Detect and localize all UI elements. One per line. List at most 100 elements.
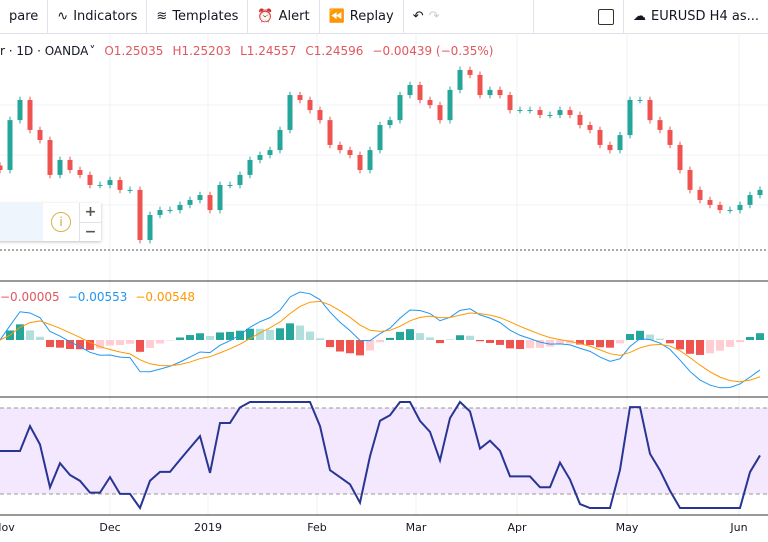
templates-button[interactable]: ≋ Templates (147, 0, 249, 34)
x-label-apr: Apr (507, 521, 527, 534)
macd-histogram-bar (36, 336, 44, 340)
square-icon (598, 8, 614, 25)
macd-histogram-bar (156, 340, 164, 344)
alarm-clock-icon: ⏰ (257, 9, 274, 24)
indicators-button[interactable]: ∿ Indicators (48, 0, 148, 34)
macd-hist-value: −0.00005 (0, 290, 60, 304)
candle-body (607, 144, 613, 151)
macd-histogram-bar (686, 340, 694, 354)
macd-histogram-bar (426, 337, 434, 340)
zoom-in-button[interactable]: + (80, 203, 101, 223)
candle-body (97, 184, 103, 186)
compare-label: pare (9, 9, 39, 24)
macd-histogram-bar (466, 335, 474, 340)
candle-body (47, 140, 53, 175)
macd-histogram-bar (626, 334, 634, 340)
candle-body (617, 135, 623, 151)
candle-body (17, 99, 23, 121)
candle-body (567, 110, 573, 115)
layout-button[interactable]: ☁ EURUSD H4 as... (624, 0, 768, 34)
chevron-down-icon[interactable]: ˅ (89, 44, 96, 58)
macd-histogram-bar (386, 337, 394, 340)
macd-histogram-bar (316, 338, 324, 340)
macd-histogram-bar (756, 333, 764, 340)
symbol-legend: r · 1D · OANDA ˅ O1.25035 H1.25203 L1.245… (0, 44, 493, 58)
cloud-check-icon: ☁ (633, 9, 646, 24)
candle-body (677, 144, 683, 170)
candle-body (517, 110, 523, 112)
macd-histogram-bar (176, 337, 184, 340)
candle-body (87, 174, 93, 185)
x-label-dec: Dec (99, 521, 121, 534)
zoom-out-button[interactable]: − (84, 223, 97, 240)
candle-body (37, 129, 43, 141)
candle-body (757, 189, 763, 196)
macd-histogram-bar (356, 340, 364, 356)
candle-body (407, 84, 413, 96)
candle-body (177, 204, 183, 211)
candle-body (277, 129, 283, 151)
macd-histogram-bar (556, 340, 564, 345)
candle-body (327, 120, 333, 145)
macd-histogram-bar (596, 340, 604, 348)
candle-body (347, 150, 353, 155)
candle-body (0, 165, 3, 170)
undo-icon[interactable]: ↶ (412, 9, 424, 24)
macd-line (0, 291, 761, 389)
macd-histogram-bar (546, 340, 554, 347)
x-label-feb: Feb (307, 521, 327, 534)
change-value: −0.00439 (−0.35%) (372, 44, 494, 58)
macd-histogram-bar (616, 340, 624, 344)
x-label-nov: Nov (0, 521, 15, 534)
candle-body (187, 199, 193, 205)
zoom-control: i + − (0, 203, 101, 241)
info-button[interactable]: i (43, 203, 79, 241)
candle-body (527, 110, 533, 112)
templates-icon: ≋ (156, 9, 168, 24)
candle-body (587, 125, 593, 130)
redo-icon[interactable]: ↷ (428, 9, 440, 24)
macd-histogram-bar (496, 340, 504, 345)
chart-canvas[interactable] (0, 34, 768, 542)
macd-histogram-bar (406, 329, 414, 340)
macd-histogram-bar (286, 323, 294, 340)
zoom-field[interactable] (0, 203, 43, 241)
candle-body (307, 99, 313, 111)
macd-histogram-bar (396, 331, 404, 340)
symbol-name[interactable]: r · 1D · OANDA (0, 44, 89, 58)
candle-body (357, 155, 363, 170)
fullscreen-button[interactable] (589, 0, 624, 34)
candle-body (467, 69, 473, 75)
candle-body (497, 89, 503, 96)
macd-histogram-bar (536, 340, 544, 348)
candle-body (397, 95, 403, 121)
indicators-icon: ∿ (57, 9, 69, 24)
macd-histogram-bar (666, 340, 674, 344)
x-label-jun: Jun (730, 521, 748, 534)
x-label-2019: 2019 (194, 521, 222, 534)
candle-body (537, 110, 543, 115)
candle-body (137, 189, 143, 241)
candle-body (657, 120, 663, 130)
undo-redo: ↶ ↷ (404, 0, 534, 34)
macd-histogram-bar (606, 340, 614, 348)
macd-histogram-bar (506, 340, 514, 349)
replay-button[interactable]: ⏪ Replay (320, 0, 404, 34)
macd-histogram-bar (716, 340, 724, 351)
candle-body (27, 99, 33, 130)
macd-legend: −0.00005 −0.00553 −0.00548 (0, 290, 195, 304)
candle-body (727, 210, 733, 212)
macd-histogram-bar (46, 340, 54, 348)
candle-body (737, 204, 743, 211)
macd-histogram-bar (416, 333, 424, 340)
macd-histogram-bar (486, 340, 494, 343)
alert-button[interactable]: ⏰ Alert (248, 0, 320, 34)
macd-histogram-bar (196, 333, 204, 340)
candle-body (297, 95, 303, 100)
macd-histogram-bar (146, 340, 154, 348)
macd-histogram-bar (186, 335, 194, 340)
indicators-label: Indicators (73, 9, 138, 24)
candle-body (197, 195, 203, 200)
compare-button[interactable]: pare (0, 0, 49, 34)
candle-body (317, 110, 323, 121)
